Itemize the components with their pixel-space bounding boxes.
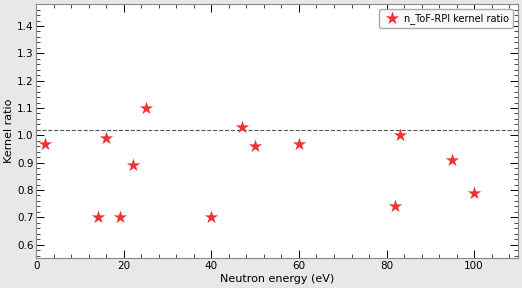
n_ToF-RPI kernel ratio	[238, 125, 246, 129]
n_ToF-RPI kernel ratio	[141, 106, 150, 110]
X-axis label: Neutron energy (eV): Neutron energy (eV)	[220, 274, 334, 284]
n_ToF-RPI kernel ratio	[391, 204, 399, 209]
n_ToF-RPI kernel ratio	[470, 190, 478, 195]
n_ToF-RPI kernel ratio	[295, 141, 303, 146]
Y-axis label: Kernel ratio: Kernel ratio	[4, 99, 14, 163]
n_ToF-RPI kernel ratio	[251, 144, 259, 149]
n_ToF-RPI kernel ratio	[448, 158, 456, 162]
n_ToF-RPI kernel ratio	[41, 141, 49, 146]
n_ToF-RPI kernel ratio	[115, 215, 124, 219]
n_ToF-RPI kernel ratio	[128, 163, 137, 168]
n_ToF-RPI kernel ratio	[396, 133, 404, 138]
Legend: n_ToF-RPI kernel ratio: n_ToF-RPI kernel ratio	[379, 9, 513, 28]
Point	[93, 215, 102, 219]
n_ToF-RPI kernel ratio	[207, 215, 216, 219]
n_ToF-RPI kernel ratio	[102, 136, 111, 140]
